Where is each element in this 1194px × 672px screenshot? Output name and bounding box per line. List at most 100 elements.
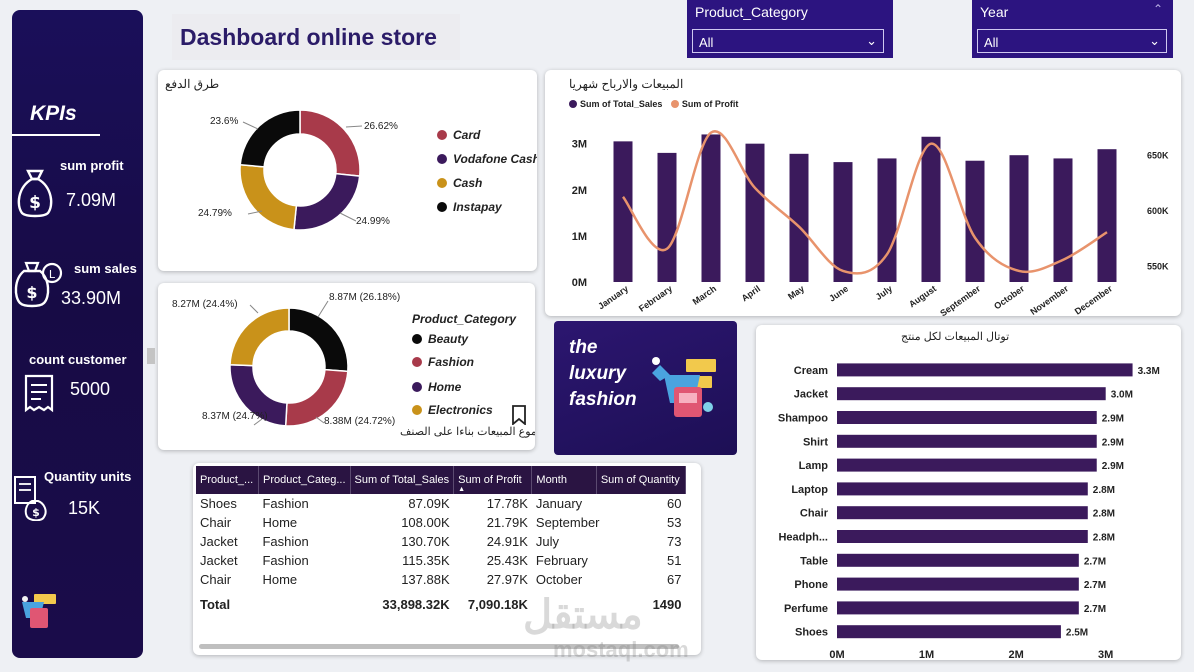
- category-legend-electronics[interactable]: Electronics: [412, 403, 493, 417]
- legend-profit[interactable]: Sum of Profit: [670, 99, 738, 109]
- product-bar[interactable]: [837, 387, 1106, 401]
- x-tick-label: July: [874, 283, 894, 302]
- sales-table: Product_... Product_Categ... Sum of Tota…: [196, 466, 687, 614]
- table-cell: 67: [667, 572, 682, 587]
- column-header-month[interactable]: Month: [531, 466, 597, 494]
- kpi-quantity-units-value: 15K: [68, 498, 101, 518]
- product-bar[interactable]: [837, 625, 1061, 639]
- column-header-profit[interactable]: Sum of Profit ▲: [453, 466, 533, 494]
- category-slice-label-fashion: 8.38M (24.72%): [324, 416, 396, 427]
- leader-line: [339, 212, 357, 222]
- table-row[interactable]: Shoes Fashion 87.09K 17.78K January 60: [196, 494, 686, 513]
- y2-tick-label: 550K: [1147, 261, 1169, 271]
- sales-bar[interactable]: [613, 141, 633, 282]
- sales-bar[interactable]: [789, 153, 809, 282]
- x-tick-label: December: [1073, 283, 1115, 316]
- sales-bar[interactable]: [965, 160, 985, 282]
- table-cell: January: [535, 496, 583, 511]
- payment-legend-cash[interactable]: Cash: [437, 176, 482, 190]
- sales-bar[interactable]: [745, 143, 765, 282]
- bookmark-icon[interactable]: [511, 405, 527, 425]
- kpi-panel: KPIs $ sum profit 7.09M $ L sum sales 33…: [12, 10, 143, 658]
- table-cell: October: [535, 572, 583, 587]
- category-legend-fashion[interactable]: Fashion: [412, 355, 474, 369]
- product-value-label: 2.9M: [1102, 461, 1124, 472]
- product-label: Shoes: [795, 627, 828, 639]
- product-value-label: 2.5M: [1066, 628, 1088, 639]
- payment-legend-card[interactable]: Card: [437, 128, 480, 142]
- product-bar[interactable]: [837, 411, 1097, 424]
- sales-bar[interactable]: [877, 158, 897, 282]
- product-label: Cream: [794, 365, 828, 377]
- sales-bar[interactable]: [1053, 158, 1073, 282]
- x-tick-label: 3M: [1098, 649, 1113, 660]
- table-cell: 137.88K: [401, 572, 450, 587]
- payment-slice-vodafone-cash[interactable]: [293, 172, 361, 231]
- category-sales-card: 8.87M (26.18%) 8.38M (24.72%) 8.37M (24.…: [158, 283, 535, 450]
- product-category-dropdown[interactable]: All ⌄: [692, 29, 884, 53]
- chevron-up-icon[interactable]: ⌃: [1152, 2, 1163, 16]
- column-header-category[interactable]: Product_Categ...: [258, 466, 351, 494]
- category-legend-beauty[interactable]: Beauty: [412, 332, 468, 346]
- column-header-quantity[interactable]: Sum of Quantity: [596, 466, 687, 494]
- product-label: Perfume: [784, 603, 828, 615]
- table-row[interactable]: Jacket Fashion 130.70K 24.91K July 73: [196, 532, 686, 551]
- y-tick-label: 3M: [572, 139, 587, 151]
- sales-bar[interactable]: [657, 152, 677, 282]
- kpi-quantity-units-label: Quantity units: [44, 469, 132, 484]
- sales-bar[interactable]: [921, 136, 941, 282]
- payment-slice-card[interactable]: [299, 109, 361, 177]
- table-cell: Fashion: [262, 496, 309, 511]
- sales-bar[interactable]: [833, 162, 853, 282]
- year-dropdown[interactable]: All ⌄: [977, 29, 1167, 53]
- table-horizontal-scrollbar[interactable]: [199, 644, 679, 649]
- svg-text:$: $: [26, 283, 37, 302]
- product-bar[interactable]: [837, 482, 1088, 496]
- kpi-sum-sales-value: 33.90M: [61, 288, 122, 308]
- table-cell: Chair: [200, 572, 232, 587]
- leader-line: [249, 304, 259, 314]
- payment-legend-instapay[interactable]: Instapay: [437, 200, 502, 214]
- product-value-label: 2.9M: [1102, 437, 1124, 448]
- receipt-icon: [24, 374, 54, 413]
- category-slice-beauty[interactable]: [288, 307, 349, 373]
- profit-line[interactable]: [621, 130, 1108, 275]
- payment-legend-vodafone-cash[interactable]: Vodafone Cash: [437, 152, 537, 166]
- kpi-sum-sales-label: sum sales: [74, 261, 137, 276]
- table-row[interactable]: Jacket Fashion 115.35K 25.43K February 51: [196, 551, 686, 570]
- x-tick-label: November: [1028, 283, 1070, 316]
- sales-bar[interactable]: [1097, 149, 1117, 282]
- payment-donut-chart: [239, 109, 363, 231]
- table-total-cell: [258, 589, 350, 614]
- column-header-product[interactable]: Product_...: [196, 466, 259, 494]
- payment-chart-title: طرق الدفع: [165, 77, 220, 91]
- table-cell: 27.97K: [486, 572, 528, 587]
- product-bar[interactable]: [837, 434, 1097, 448]
- panel-collapse-handle[interactable]: [147, 348, 155, 364]
- product-value-label: 2.8M: [1093, 485, 1115, 496]
- sales-bar[interactable]: [1009, 155, 1029, 282]
- sales-bar[interactable]: [701, 134, 721, 282]
- table-row[interactable]: Chair Home 137.88K 27.97K October 67: [196, 570, 686, 589]
- product-bar[interactable]: [837, 458, 1097, 472]
- category-legend-home[interactable]: Home: [412, 380, 461, 394]
- column-header-total-sales[interactable]: Sum of Total_Sales: [350, 466, 455, 494]
- product-bar[interactable]: [837, 601, 1079, 615]
- product-bar[interactable]: [837, 577, 1079, 591]
- year-dropdown-value: All: [984, 35, 999, 50]
- product-bar[interactable]: [837, 553, 1079, 567]
- table-row[interactable]: Chair Home 108.00K 21.79K September 53: [196, 513, 686, 532]
- table-total-row: Total 33,898.32K 7,090.18K 1490: [196, 589, 686, 614]
- product-bar[interactable]: [837, 363, 1133, 377]
- table-cell: Home: [262, 572, 298, 587]
- sales-table-card: Product_... Product_Categ... Sum of Tota…: [193, 463, 701, 655]
- monthly-legend: Sum of Total_Sales Sum of Profit: [569, 99, 738, 109]
- legend-sales[interactable]: Sum of Total_Sales: [569, 99, 662, 109]
- watermark-arabic: مستقل: [523, 593, 643, 637]
- category-slice-electronics[interactable]: [229, 307, 290, 367]
- payment-slice-instapay[interactable]: [239, 109, 301, 168]
- product-bar[interactable]: [837, 506, 1088, 520]
- payment-slice-cash[interactable]: [239, 163, 298, 231]
- product-bar[interactable]: [837, 530, 1088, 543]
- table-cell: 130.70K: [401, 534, 450, 549]
